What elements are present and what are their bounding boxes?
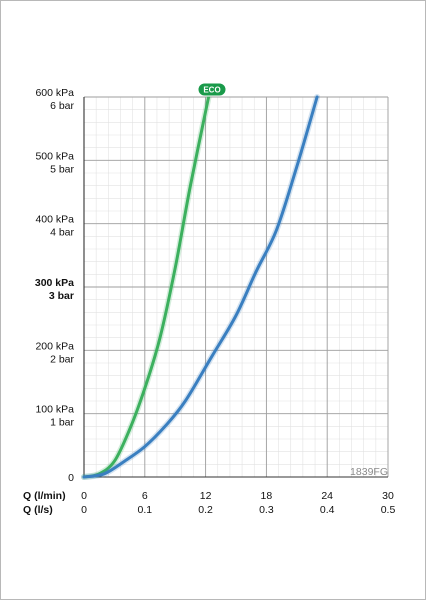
y-tick-label-bar: 2 bar [50,353,74,365]
y-tick-label-kpa: 300 kPa [35,277,74,289]
x-tick-label-lmin: 30 [382,490,394,502]
x-tick-labels: 0 0 6 0.1 12 0.2 18 0.3 24 0.4 30 0.5 [81,490,395,516]
x-tick-label-ls: 0.5 [381,504,396,516]
y-tick-label-kpa: 600 kPa [35,87,74,99]
series-line-2 [82,95,319,479]
y-tick-label-bar: 3 bar [49,290,74,302]
eco-badge-background [197,82,227,97]
chart-code-label: 1839FG [350,466,388,478]
y-tick-label: 0 [68,472,74,484]
eco-badge-label: ECO [203,86,220,95]
series-line-1 [82,95,211,479]
y-tick-label-bar: 1 bar [50,417,74,429]
x-tick-label-ls: 0.2 [198,504,213,516]
y-tick-label-kpa: 100 kPa [35,404,74,416]
series-layer [81,94,321,480]
eco-badge: ECO [197,82,227,97]
x-primary-axis-label: Q (l/min) [23,490,66,502]
y-tick-label-kpa: 200 kPa [35,340,74,352]
y-tick-label-bar: 4 bar [50,227,74,239]
x-tick-label-lmin: 6 [142,490,148,502]
y-tick-label-bar: 5 bar [50,163,74,175]
x-tick-label-ls: 0.3 [259,504,274,516]
major-grid [83,96,389,478]
y-tick-label-kpa: 500 kPa [35,150,74,162]
y-tick-label-kpa: 400 kPa [35,214,74,226]
x-tick-label-ls: 0 [81,504,87,516]
x-tick-label-ls: 0.4 [320,504,335,516]
x-tick-label-lmin: 0 [81,490,87,502]
x-tick-label-ls: 0.1 [137,504,152,516]
x-secondary-axis-label: Q (l/s) [23,504,53,516]
x-tick-label-lmin: 18 [261,490,273,502]
x-tick-label-lmin: 12 [200,490,212,502]
y-tick-label-bar: 6 bar [50,100,74,112]
x-tick-label-lmin: 24 [321,490,333,502]
